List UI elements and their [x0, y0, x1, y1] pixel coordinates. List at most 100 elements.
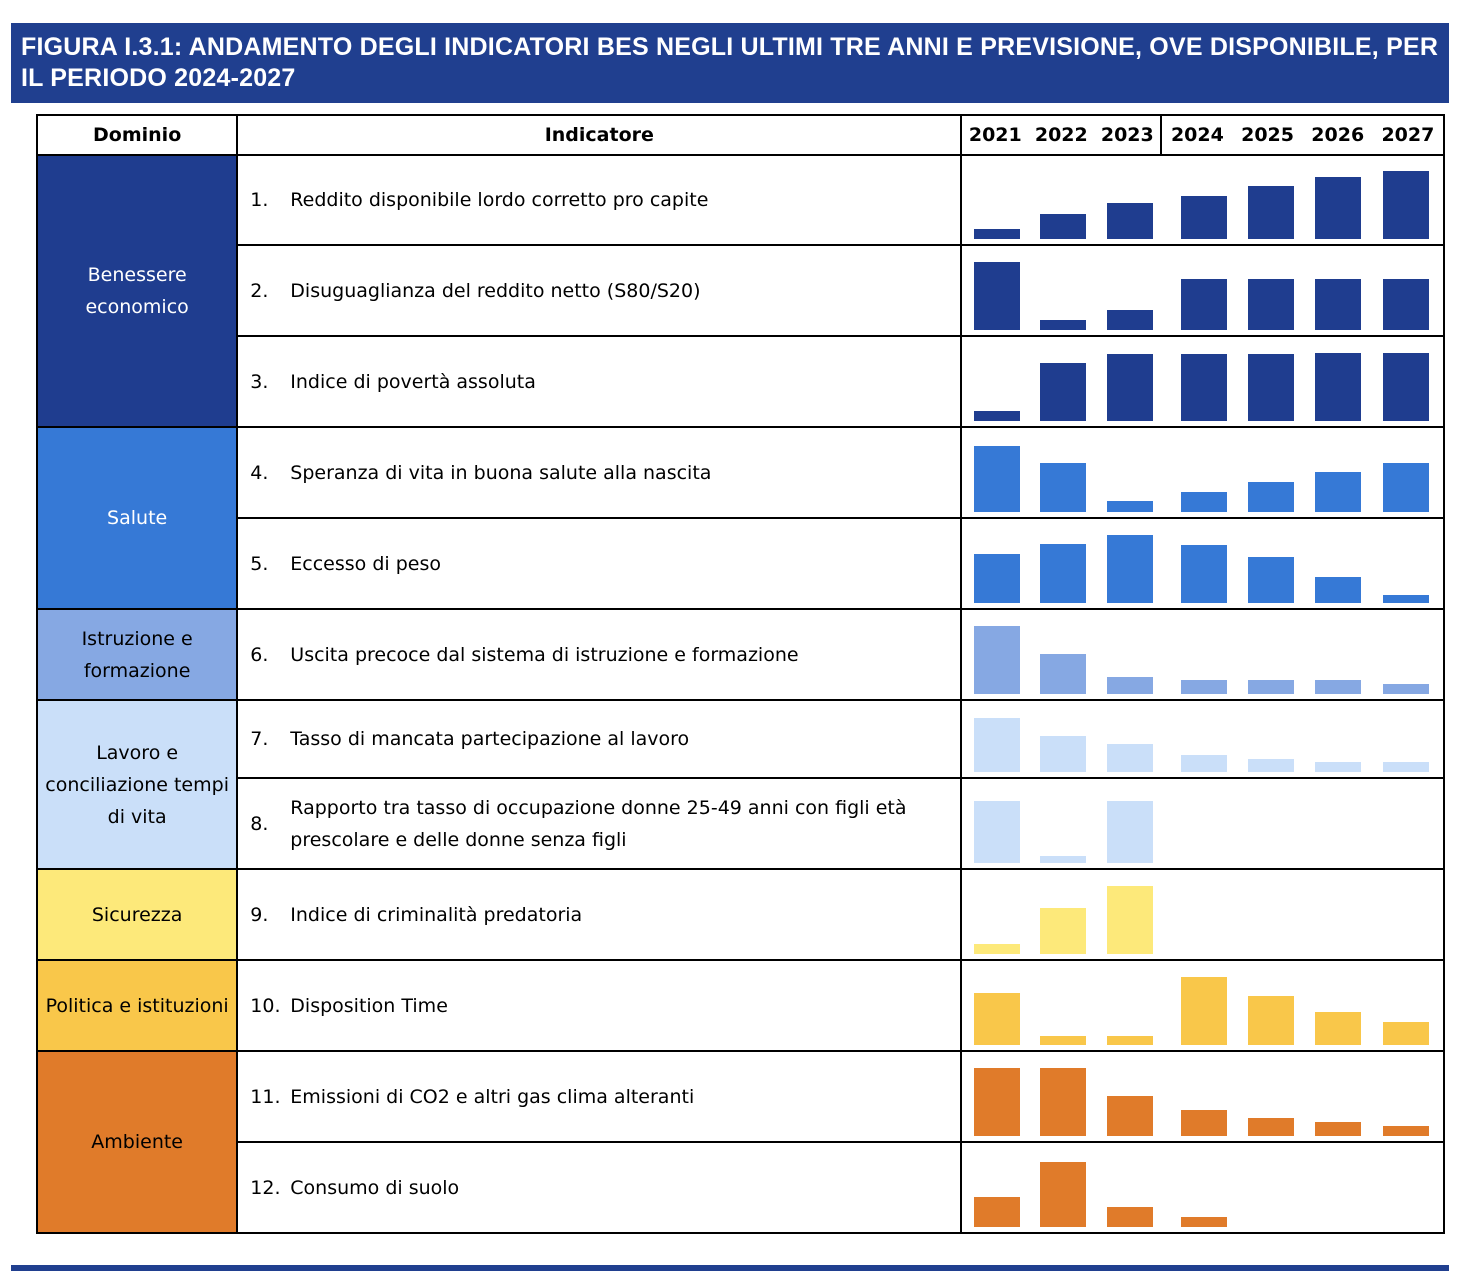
indicator-number: 2. — [250, 279, 269, 302]
bar-2024 — [1181, 354, 1228, 421]
indicator-number: 5. — [250, 552, 269, 575]
bar-2024 — [1181, 279, 1228, 330]
indicator-label: Reddito disponibile lordo corretto pro c… — [290, 189, 709, 211]
bar-2027 — [1383, 595, 1430, 603]
bar-2021 — [974, 718, 1021, 772]
indicator-label: Uscita precoce dal sistema di istruzione… — [290, 643, 799, 666]
indicator-label: Tasso di mancata partecipazione al lavor… — [290, 728, 690, 750]
bar-2024 — [1181, 196, 1228, 239]
bottom-rule — [11, 1265, 1449, 1271]
bar-2023 — [1107, 203, 1154, 239]
bar-2027 — [1383, 684, 1430, 694]
year-label: 2021 — [968, 124, 1022, 146]
bar-2021 — [974, 446, 1021, 512]
bar-2025 — [1248, 996, 1295, 1045]
bar-2024 — [1181, 1110, 1228, 1136]
indicator-row: Politica e istituzioni 10. Disposition Tim… — [35, 959, 1445, 1052]
bar-2024 — [1181, 492, 1228, 512]
bar-2026 — [1315, 472, 1362, 512]
bar-2027 — [1383, 463, 1430, 512]
bar-2021 — [974, 229, 1021, 239]
bar-2021 — [974, 993, 1021, 1045]
indicator-cell: 4. Speranza di vita in buona salute alla … — [236, 426, 963, 519]
header-dominio: Dominio — [35, 114, 239, 156]
indicator-label: Eccesso di peso — [290, 552, 441, 575]
bar-2023 — [1107, 501, 1154, 512]
bar-cell — [960, 517, 1445, 610]
bar-cell — [960, 1141, 1445, 1234]
bar-2026 — [1315, 680, 1362, 694]
indicator-row: Salute 4. Speranza di vita in buona salute… — [35, 426, 1445, 610]
indicator-label: Indice di criminalità predatoria — [290, 903, 583, 926]
indicator-row: 3. Indice di povertà assoluta — [37, 335, 1445, 428]
bar-2025 — [1248, 482, 1295, 512]
bar-2022 — [1040, 214, 1087, 239]
bar-2027 — [1383, 171, 1430, 239]
bar-2021 — [974, 554, 1021, 603]
bar-2023 — [1107, 801, 1154, 863]
bar-cell — [960, 1050, 1445, 1143]
year-label: 2026 — [1311, 124, 1365, 146]
bar-cell — [960, 699, 1445, 779]
bar-cell — [960, 608, 1445, 701]
bar-2025 — [1248, 1118, 1295, 1136]
bar-cell — [960, 244, 1445, 337]
indicator-row: 12. Consumo di suolo — [37, 1141, 1445, 1234]
header-years: 2021 2022 2023 2024 2025 2026 2027 — [960, 114, 1445, 156]
bar-2022 — [1040, 363, 1087, 421]
bar-cell — [960, 154, 1445, 246]
bar-2027 — [1383, 279, 1430, 330]
indicator-label: Speranza di vita in buona salute alla na… — [290, 461, 712, 484]
domain-cell: Politica e istituzioni — [35, 959, 239, 1052]
indicator-number: 7. — [250, 728, 269, 750]
indicator-cell: 2. Disuguaglianza del reddito netto (S80/… — [236, 244, 963, 337]
bar-cell — [960, 426, 1445, 519]
indicator-label: Consumo di suolo — [290, 1176, 460, 1199]
bar-2025 — [1248, 354, 1295, 421]
bar-2023 — [1107, 1036, 1154, 1045]
bar-2021 — [974, 1197, 1021, 1227]
indicator-cell: 8. Rapporto tra tasso di occupazione donn… — [236, 777, 963, 870]
indicator-cell: 10. Disposition Time — [236, 959, 963, 1052]
indicator-cell: 3. Indice di povertà assoluta — [236, 335, 963, 428]
bar-2025 — [1248, 759, 1295, 772]
indicator-cell: 12. Consumo di suolo — [236, 1141, 963, 1234]
bar-2026 — [1315, 577, 1362, 603]
indicator-row: Istruzione e formazione 6. Uscita precoce … — [35, 608, 1445, 701]
bar-cell — [960, 868, 1445, 961]
bar-2023 — [1107, 310, 1154, 330]
indicator-label: Rapporto tra tasso di occupazione donne … — [290, 796, 907, 851]
bar-2026 — [1315, 353, 1362, 421]
bar-2021 — [974, 262, 1021, 330]
bar-2022 — [1040, 908, 1087, 954]
bar-2027 — [1383, 353, 1430, 421]
indicator-cell: 6. Uscita precoce dal sistema di istruzio… — [236, 608, 963, 701]
indicator-number: 10. — [250, 994, 281, 1017]
year-label: 2022 — [1034, 124, 1088, 146]
indicator-cell: 11. Emissioni di CO2 e altri gas clima al… — [236, 1050, 963, 1143]
bar-2022 — [1040, 1068, 1087, 1136]
indicator-number: 6. — [250, 643, 269, 666]
indicator-row: Sicurezza 9. Indice di criminalità predato… — [35, 868, 1445, 961]
indicator-label: Disposition Time — [290, 994, 448, 1017]
bar-2025 — [1248, 279, 1295, 330]
bar-2021 — [974, 801, 1021, 863]
bar-2022 — [1040, 736, 1087, 772]
bar-2023 — [1107, 744, 1154, 772]
header-indicatore: Indicatore — [236, 114, 963, 156]
bar-2027 — [1383, 1126, 1430, 1136]
bar-2023 — [1107, 886, 1154, 954]
bar-2024 — [1181, 755, 1228, 772]
year-label: 2024 — [1170, 124, 1224, 146]
bar-2026 — [1315, 762, 1362, 772]
bar-2022 — [1040, 544, 1087, 603]
figure-title: FIGURA I.3.1: ANDAMENTO DEGLI INDICATORI… — [11, 23, 1449, 103]
bar-2021 — [974, 411, 1021, 421]
indicator-number: 12. — [250, 1176, 281, 1199]
bar-2023 — [1107, 677, 1154, 694]
indicator-row: Lavoro e conciliazione tempi di vita 7. Ta… — [35, 699, 1445, 870]
indicator-number: 4. — [250, 461, 269, 484]
bar-2022 — [1040, 654, 1087, 694]
bar-2024 — [1181, 1217, 1228, 1227]
